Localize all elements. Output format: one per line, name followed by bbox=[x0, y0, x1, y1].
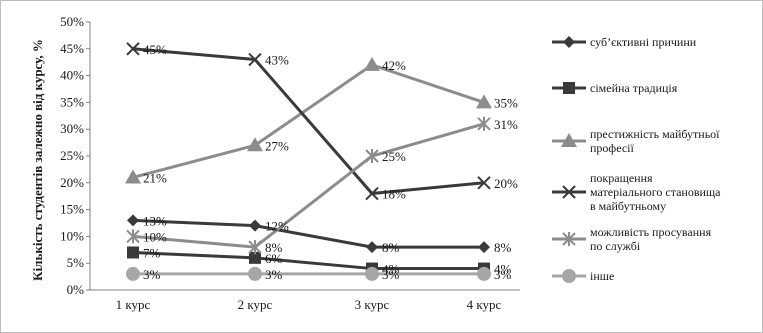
y-tick-label: 45% bbox=[60, 41, 84, 56]
data-point-marker bbox=[365, 186, 379, 201]
legend-item: сімейна традиція bbox=[552, 81, 678, 95]
x-tick-label: 3 курс bbox=[355, 297, 390, 312]
data-label: 4% bbox=[382, 262, 400, 277]
data-point-marker bbox=[126, 229, 140, 244]
x-tick-label: 4 курс bbox=[467, 297, 502, 312]
data-point-marker bbox=[366, 241, 378, 254]
data-point-marker bbox=[127, 214, 139, 227]
data-label: 3% bbox=[265, 267, 283, 282]
data-point-marker bbox=[478, 241, 490, 254]
data-label: 27% bbox=[265, 138, 289, 153]
legend-label: можливість просування bbox=[590, 225, 712, 239]
series-line bbox=[132, 122, 485, 249]
y-axis: 0% 5% 10% 15% 20% 25% 30% 35% 40% 45% 50% bbox=[60, 14, 91, 297]
series-line bbox=[132, 47, 485, 196]
data-label: 20% bbox=[494, 176, 518, 191]
y-tick-label: 15% bbox=[60, 202, 84, 217]
data-label: 4% bbox=[494, 262, 512, 277]
data-label: 3% bbox=[382, 267, 400, 282]
data-point-marker bbox=[126, 266, 140, 281]
y-tick-label: 50% bbox=[60, 14, 84, 29]
legend: суб’єктивні причини сімейна традиція прест… bbox=[552, 35, 721, 283]
data-label: 8% bbox=[382, 240, 400, 255]
legend-marker bbox=[562, 269, 576, 283]
data-point-marker bbox=[477, 116, 491, 131]
y-tick-label: 20% bbox=[60, 175, 84, 190]
legend-item: суб’єктивні причини bbox=[552, 35, 697, 49]
data-point-marker bbox=[248, 266, 262, 281]
legend-marker bbox=[563, 36, 575, 48]
data-point-marker bbox=[125, 169, 141, 184]
data-label: 31% bbox=[494, 117, 518, 132]
legend-item: інше bbox=[552, 269, 614, 283]
data-label: 18% bbox=[382, 187, 406, 202]
legend-label: по службі bbox=[590, 239, 641, 253]
legend-marker bbox=[562, 185, 576, 199]
data-point-marker bbox=[127, 246, 139, 259]
legend-label: сімейна традиція bbox=[590, 81, 678, 95]
x-axis: 1 курс 2 курс 3 курс 4 курс bbox=[90, 289, 520, 312]
data-point-marker bbox=[477, 176, 491, 190]
data-label: 3% bbox=[143, 267, 161, 282]
series-line bbox=[132, 63, 485, 179]
data-label: 3% bbox=[494, 267, 512, 282]
data-point-marker bbox=[248, 240, 262, 255]
data-label: 8% bbox=[494, 240, 512, 255]
data-point-marker bbox=[249, 219, 261, 232]
data-label: 13% bbox=[143, 213, 167, 228]
data-label: 42% bbox=[382, 58, 406, 73]
data-label: 35% bbox=[494, 95, 518, 110]
y-tick-label: 35% bbox=[60, 94, 84, 109]
legend-marker bbox=[563, 82, 575, 94]
legend-label: інше bbox=[590, 269, 614, 283]
legend-label: матеріального становища bbox=[590, 185, 721, 199]
series-line bbox=[132, 218, 484, 249]
y-tick-label: 40% bbox=[60, 68, 84, 83]
data-label: 6% bbox=[265, 251, 283, 266]
data-point-marker bbox=[248, 52, 262, 67]
data-point-marker bbox=[365, 266, 379, 281]
series-line bbox=[132, 250, 484, 271]
data-point-marker bbox=[249, 251, 261, 264]
legend-label: суб’єктивні причини bbox=[590, 35, 697, 49]
data-label: 25% bbox=[382, 149, 406, 164]
data-point-marker bbox=[126, 42, 140, 56]
y-tick-label: 5% bbox=[67, 255, 85, 270]
legend-label: в майбутньому bbox=[590, 199, 666, 213]
legend-label: професії bbox=[590, 141, 634, 155]
data-point-marker bbox=[476, 94, 492, 109]
data-point-marker bbox=[247, 137, 263, 152]
data-label: 43% bbox=[265, 53, 289, 68]
data-point-marker bbox=[477, 266, 491, 281]
y-tick-label: 30% bbox=[60, 121, 84, 136]
y-tick-label: 0% bbox=[67, 282, 85, 297]
y-tick-label: 10% bbox=[60, 228, 84, 243]
y-tick-label: 25% bbox=[60, 148, 84, 163]
y-axis-title: Кількість студентів залежно від курсу, % bbox=[30, 39, 45, 281]
plot-markers bbox=[125, 42, 492, 281]
x-tick-label: 2 курс bbox=[238, 297, 273, 312]
data-point-marker bbox=[364, 56, 380, 71]
plot-lines bbox=[132, 47, 485, 276]
data-label: 10% bbox=[143, 229, 167, 244]
data-label: 7% bbox=[143, 245, 161, 260]
legend-marker bbox=[561, 133, 577, 147]
data-label: 45% bbox=[143, 42, 167, 57]
legend-label: покращення bbox=[590, 171, 653, 185]
data-label: 8% bbox=[265, 240, 283, 255]
plot-labels: 13% 12% 8% 8% 7% 6% 4% 4% 21% 27% 42% 35% 45% 43% 18% 2… bbox=[143, 42, 518, 282]
data-point-marker bbox=[365, 149, 379, 163]
data-label: 12% bbox=[265, 219, 289, 234]
legend-label: престижність майбутньої bbox=[590, 127, 720, 141]
x-tick-label: 1 курс bbox=[116, 297, 151, 312]
legend-marker bbox=[562, 232, 576, 246]
data-label: 21% bbox=[143, 170, 167, 185]
